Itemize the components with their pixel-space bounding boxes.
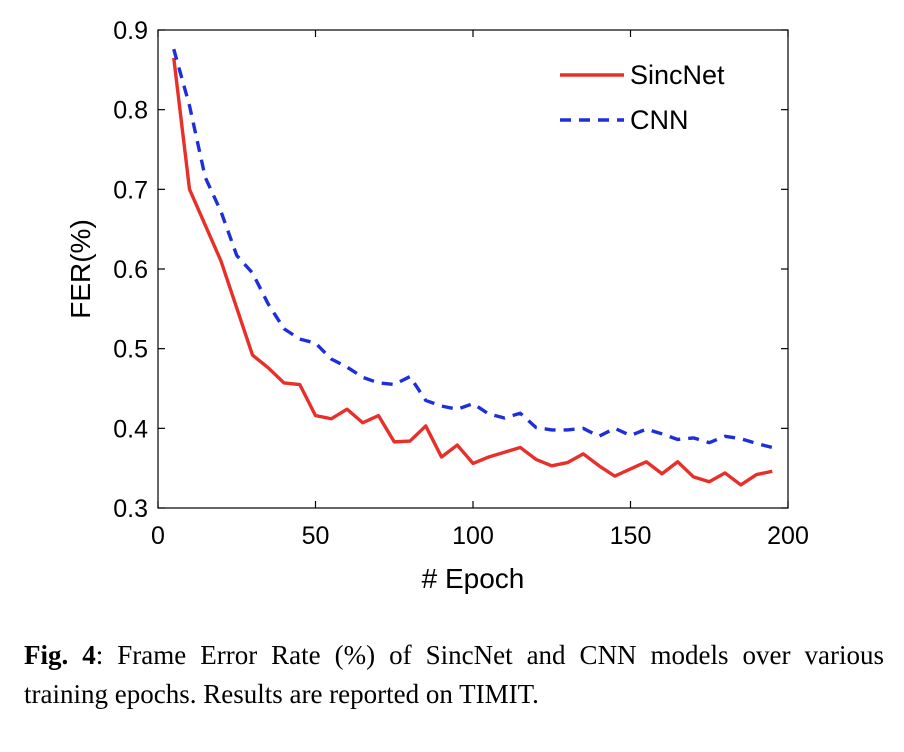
x-axis-title: # Epoch xyxy=(422,563,525,594)
axis-ticks xyxy=(157,29,789,509)
x-tick-label: 50 xyxy=(302,522,330,550)
x-tick-label: 100 xyxy=(452,522,494,550)
y-tick-label: 0.8 xyxy=(113,97,148,125)
figure-caption: Fig. 4: Frame Error Rate (%) of SincNet … xyxy=(24,636,884,714)
series-layer xyxy=(172,48,773,487)
y-tick-label: 0.6 xyxy=(113,256,148,284)
caption-text: : Frame Error Rate (%) of SincNet and CN… xyxy=(24,640,884,709)
series-line-sincnet xyxy=(172,57,773,487)
x-tick-label: 150 xyxy=(610,522,652,550)
y-tick-label: 0.3 xyxy=(113,495,148,523)
figure-label: Fig. 4 xyxy=(24,640,96,670)
y-tick-label: 0.9 xyxy=(113,17,148,45)
x-tick-label: 0 xyxy=(151,522,165,550)
y-tick-label: 0.4 xyxy=(113,415,148,443)
fer-line-chart: 0 50 100 150 200 0.3 0.4 0.5 0.6 0.7 0.8 0.9 # Epoc… xyxy=(65,17,809,594)
y-tick-label: 0.5 xyxy=(113,336,148,364)
legend: SincNet CNN xyxy=(560,60,725,135)
series-line-cnn xyxy=(172,48,773,450)
y-tick-label: 0.7 xyxy=(113,176,148,204)
legend-label-cnn: CNN xyxy=(630,105,689,135)
axis-tick-labels: 0 50 100 150 200 0.3 0.4 0.5 0.6 0.7 0.8 0.9 xyxy=(113,17,809,550)
legend-label-sincnet: SincNet xyxy=(630,60,725,90)
x-tick-label: 200 xyxy=(767,522,809,550)
y-axis-title: FER(%) xyxy=(65,219,96,319)
